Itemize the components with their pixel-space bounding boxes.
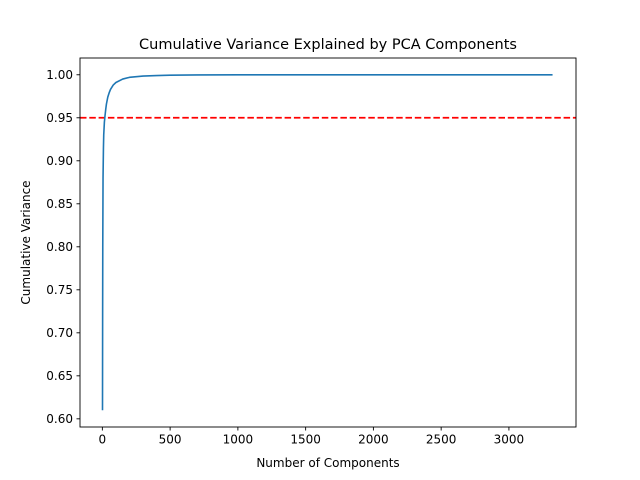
plot-frame	[79, 57, 577, 428]
x-tick-label: 2500	[426, 433, 457, 447]
y-tick-label: 0.95	[46, 111, 73, 125]
x-tick-label: 1000	[223, 433, 254, 447]
y-tick-label: 0.65	[46, 369, 73, 383]
y-tick-label: 1.00	[46, 68, 73, 82]
y-tick-label: 0.80	[46, 240, 73, 254]
y-tick-label: 0.85	[46, 197, 73, 211]
chart-title: Cumulative Variance Explained by PCA Com…	[139, 37, 517, 53]
x-tick-label: 1500	[290, 433, 321, 447]
x-tick-label: 500	[159, 433, 182, 447]
x-tick-label: 0	[99, 433, 107, 447]
x-tick-label: 2000	[358, 433, 389, 447]
y-tick-label: 0.70	[46, 326, 73, 340]
y-tick-label: 0.90	[46, 154, 73, 168]
y-tick-label: 0.75	[46, 283, 73, 297]
x-tick-label: 3000	[494, 433, 525, 447]
y-tick-label: 0.60	[46, 412, 73, 426]
plot-area	[80, 58, 576, 427]
cumulative-variance-line	[101, 73, 553, 411]
x-axis-label: Number of Components	[256, 456, 399, 470]
y-axis-label: Cumulative Variance	[19, 180, 33, 304]
